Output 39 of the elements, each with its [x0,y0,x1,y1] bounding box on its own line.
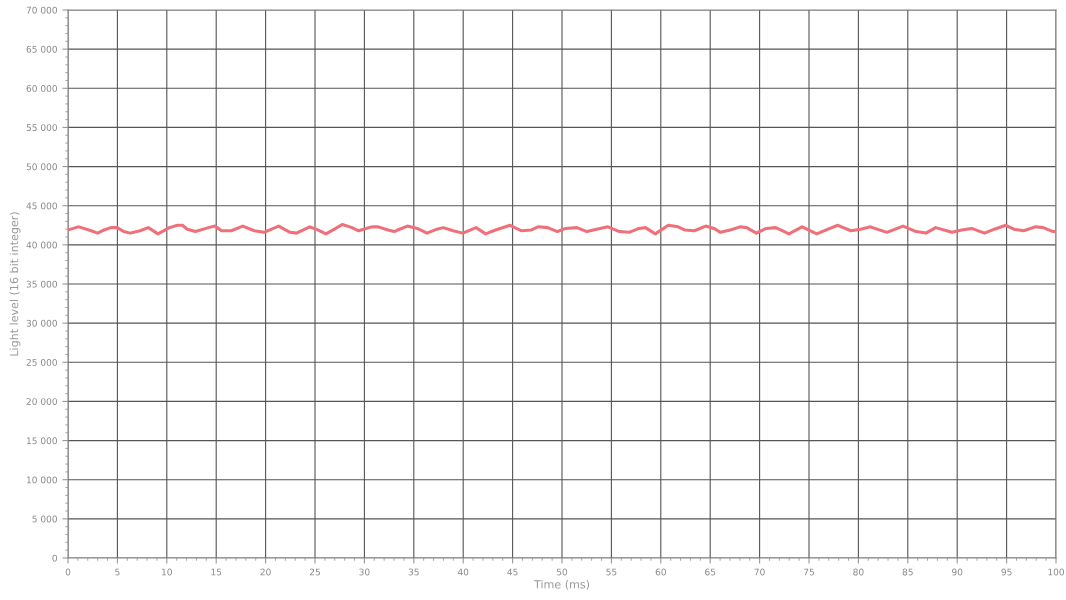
x-tick-label: 55 [606,568,617,576]
y-tick-label: 20 000 [26,398,57,405]
x-tick-label: 50 [556,568,568,576]
x-tick-label: 65 [705,568,716,576]
x-tick-label: 35 [408,568,419,576]
y-tick-label: 65 000 [26,45,57,53]
x-tick-label: 5 [115,568,120,576]
x-tick-label: 100 [1048,568,1065,576]
y-tick-label: 60 000 [26,85,57,92]
x-tick-label: 75 [804,568,814,576]
x-tick-label: 15 [211,568,222,576]
y-tick-label: 70 000 [26,6,57,14]
y-tick-label: 5 000 [32,515,57,523]
y-tick-label: 45 000 [26,202,57,210]
line-series [68,222,1056,236]
x-tick-label: 30 [359,568,370,576]
x-tick-label: 45 [507,568,518,576]
x-tick-label: 85 [902,568,913,576]
x-tick-label: 10 [162,568,172,576]
x-tick-label: 70 [754,568,765,576]
y-tick-label: 25 000 [26,359,57,366]
y-tick-label: 55 000 [26,124,57,131]
x-tick-label: 25 [309,568,320,576]
y-tick-label: 50 000 [26,163,57,171]
y-tick-label: 40 000 [26,241,57,249]
y-tick-label: 30 000 [26,319,57,327]
x-tick-label: 0 [65,568,71,576]
x-tick-label: 95 [1001,568,1012,576]
x-tick-label: 90 [952,568,963,576]
y-tick-label: 10 000 [26,476,57,484]
y-tick-label: 0 [52,554,57,562]
x-tick-label: 80 [853,568,864,576]
y-tick-label: 35 000 [26,280,57,288]
y-axis-title: Light level (16 bit integer) [9,212,21,356]
x-axis-title: Time (ms) [533,579,590,590]
x-tick-label: 20 [260,568,271,576]
x-tick-label: 60 [655,568,666,576]
x-tick-label: 40 [457,568,469,576]
y-tick-label: 15 000 [26,437,57,445]
